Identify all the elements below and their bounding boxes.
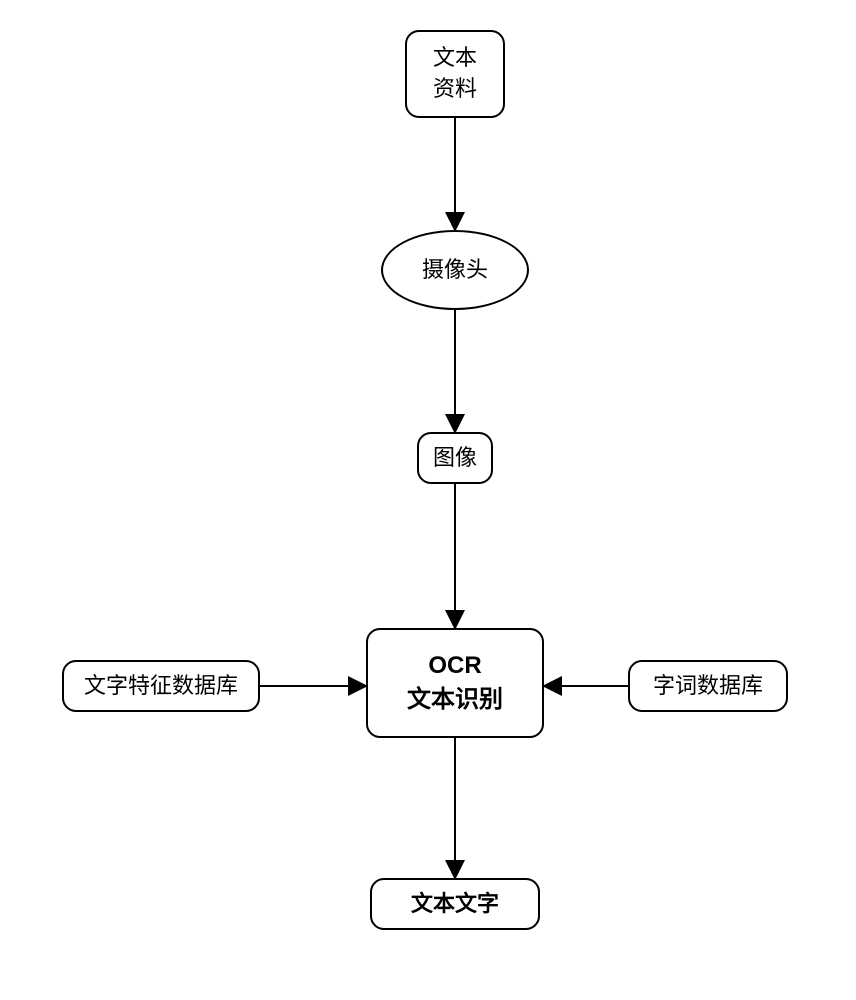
node-char-feature-db: 文字特征数据库 (62, 660, 260, 712)
node-text-material-line1: 文本 (433, 43, 477, 74)
node-ocr-line1: OCR (428, 649, 481, 683)
node-text-chars: 文本文字 (370, 878, 540, 930)
node-ocr: OCR 文本识别 (366, 628, 544, 738)
node-word-db: 字词数据库 (628, 660, 788, 712)
node-camera-label: 摄像头 (422, 255, 488, 286)
edges-layer (0, 0, 856, 1000)
node-text-material: 文本 资料 (405, 30, 505, 118)
node-text-chars-label: 文本文字 (411, 889, 499, 920)
node-ocr-line2: 文本识别 (407, 683, 503, 717)
node-char-feature-db-label: 文字特征数据库 (84, 671, 238, 702)
node-image: 图像 (417, 432, 493, 484)
node-text-material-line2: 资料 (433, 74, 477, 105)
node-image-label: 图像 (433, 443, 477, 474)
node-word-db-label: 字词数据库 (653, 671, 763, 702)
node-camera: 摄像头 (381, 230, 529, 310)
